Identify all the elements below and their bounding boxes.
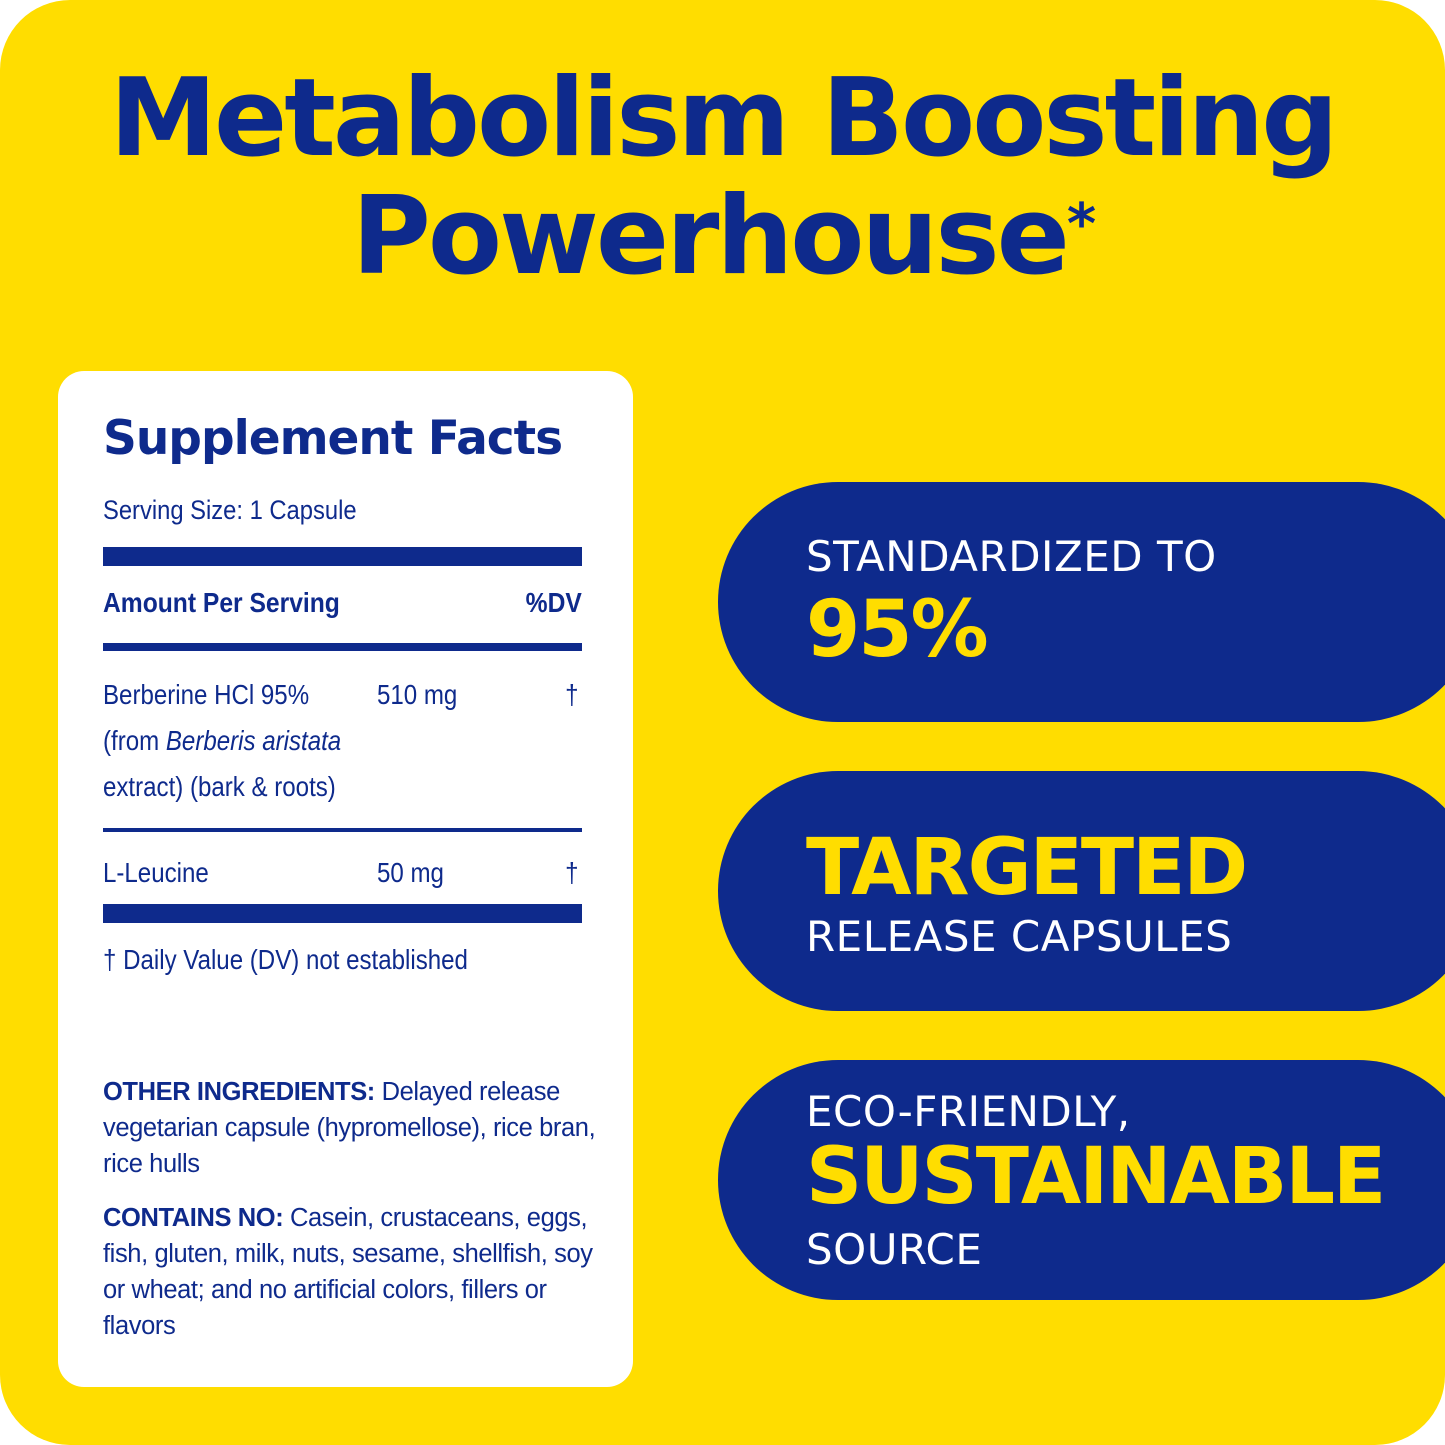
thin-divider	[103, 828, 582, 832]
feature-targeted-title: TARGETED	[806, 823, 1248, 913]
headline: Metabolism Boosting Powerhouse*	[0, 60, 1445, 296]
serving-size: Serving Size: 1 Capsule	[103, 495, 357, 525]
headline-line-2-text: Powerhouse	[351, 174, 1070, 299]
dv-header: %DV	[525, 587, 582, 618]
ingredient-berberine-line-2-prefix: (from	[103, 725, 166, 756]
medium-divider	[103, 643, 582, 651]
other-ingredients-label: OTHER INGREDIENTS:	[103, 1078, 375, 1106]
feature-sustainable: ECO-FRIENDLY, SUSTAINABLE SOURCE	[718, 1060, 1445, 1300]
ingredient-berberine-name: Berberine HCl 95% (from Berberis aristat…	[103, 672, 341, 810]
thick-divider-bottom	[103, 904, 582, 923]
ingredient-leucine-amount: 50 mg	[377, 857, 444, 888]
ingredient-berberine-line-3: extract) (bark & roots)	[103, 771, 336, 802]
ingredient-berberine-latin-name: Berberis aristata	[165, 725, 342, 756]
contains-no: CONTAINS NO: Casein, crustaceans, eggs, …	[103, 1200, 603, 1344]
feature-standardized: STANDARDIZED TO 95%	[718, 482, 1445, 722]
feature-targeted: TARGETED RELEASE CAPSULES	[718, 771, 1445, 1011]
other-ingredients-text: Delayed release vegetarian capsule (hypr…	[103, 1078, 596, 1178]
asterisk-mark: *	[1066, 192, 1096, 257]
other-ingredients: OTHER INGREDIENTS: Delayed release veget…	[103, 1074, 603, 1182]
ingredient-leucine-dv: †	[565, 857, 579, 888]
feature-standardized-label: STANDARDIZED TO	[806, 532, 1217, 581]
ingredient-berberine-amount: 510 mg	[377, 679, 458, 710]
headline-line-1: Metabolism Boosting	[109, 56, 1338, 181]
supplement-facts-title: Supplement Facts	[103, 411, 563, 466]
contains-no-label: CONTAINS NO:	[103, 1204, 284, 1232]
feature-sustainable-subtitle: SOURCE	[806, 1225, 983, 1274]
supplement-facts-card: Supplement Facts Serving Size: 1 Capsule…	[58, 371, 633, 1387]
thick-divider-top	[103, 547, 582, 566]
feature-sustainable-label: ECO-FRIENDLY,	[806, 1087, 1131, 1136]
ingredient-leucine-name: L-Leucine	[103, 857, 209, 888]
dv-footnote: † Daily Value (DV) not established	[103, 944, 468, 975]
amount-per-serving-header: Amount Per Serving	[103, 587, 340, 618]
feature-targeted-subtitle: RELEASE CAPSULES	[806, 912, 1233, 961]
ingredient-berberine-line-1: Berberine HCl 95%	[103, 679, 310, 710]
contains-no-text: Casein, crustaceans, eggs, fish, gluten,…	[103, 1204, 593, 1340]
feature-sustainable-title: SUSTAINABLE	[806, 1132, 1386, 1222]
ingredient-berberine-dv: †	[565, 679, 579, 710]
headline-line-2: Powerhouse*	[0, 178, 1445, 296]
feature-standardized-value: 95%	[806, 585, 989, 675]
